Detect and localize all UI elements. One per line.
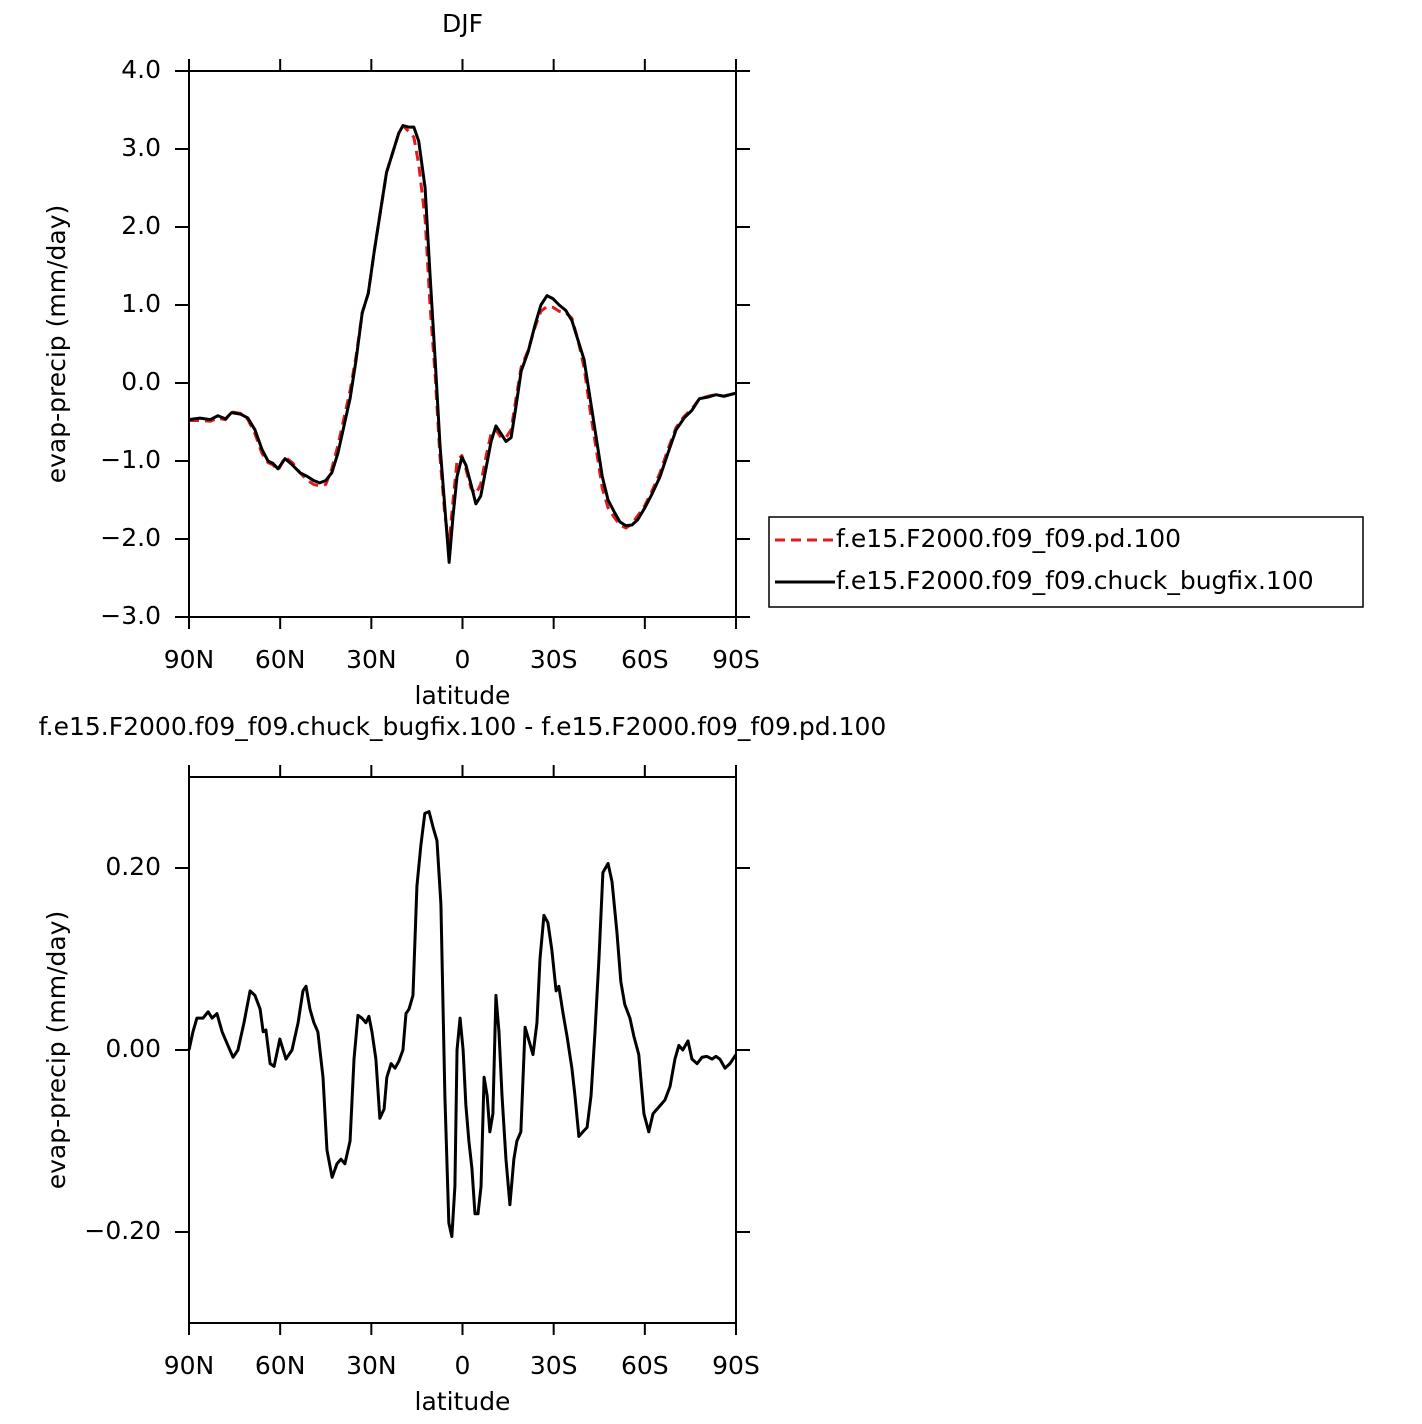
x-axis-label: latitude bbox=[415, 681, 511, 710]
y-tick-label: 0.20 bbox=[105, 852, 161, 881]
chart-title: f.e15.F2000.f09_f09.chuck_bugfix.100 - f… bbox=[39, 712, 887, 741]
x-tick-label: 60S bbox=[621, 645, 669, 674]
y-tick-label: 1.0 bbox=[121, 289, 161, 318]
y-tick-label: 0.0 bbox=[121, 367, 161, 396]
x-tick-label: 90N bbox=[164, 645, 215, 674]
y-tick-label: −2.0 bbox=[100, 523, 161, 552]
chart-title: DJF bbox=[442, 9, 483, 38]
y-axis-label: evap-precip (mm/day) bbox=[42, 911, 71, 1190]
y-tick-label: 0.00 bbox=[105, 1034, 161, 1063]
plot-frame bbox=[188, 776, 737, 1324]
x-tick-label: 30S bbox=[530, 645, 578, 674]
legend-label: f.e15.F2000.f09_f09.chuck_bugfix.100 bbox=[836, 566, 1314, 595]
x-tick-label: 90S bbox=[712, 1351, 760, 1380]
y-tick-label: −1.0 bbox=[100, 445, 161, 474]
x-tick-label: 0 bbox=[455, 1351, 471, 1380]
x-tick-label: 30N bbox=[346, 645, 397, 674]
legend-label: f.e15.F2000.f09_f09.pd.100 bbox=[836, 524, 1181, 553]
y-tick-label: −3.0 bbox=[100, 601, 161, 630]
y-tick-label: −0.20 bbox=[84, 1216, 161, 1245]
x-tick-label: 60N bbox=[255, 645, 306, 674]
x-tick-label: 90S bbox=[712, 645, 760, 674]
x-tick-label: 60S bbox=[621, 1351, 669, 1380]
y-tick-label: 3.0 bbox=[121, 133, 161, 162]
y-tick-label: 4.0 bbox=[121, 55, 161, 84]
y-axis-label: evap-precip (mm/day) bbox=[42, 205, 71, 484]
y-tick-label: 2.0 bbox=[121, 211, 161, 240]
x-tick-label: 60N bbox=[255, 1351, 306, 1380]
legend-box bbox=[768, 516, 1364, 608]
x-tick-label: 0 bbox=[455, 645, 471, 674]
x-tick-label: 90N bbox=[164, 1351, 215, 1380]
data-line bbox=[188, 124, 737, 564]
data-line bbox=[189, 124, 737, 545]
x-tick-label: 30S bbox=[530, 1351, 578, 1380]
x-axis-label: latitude bbox=[415, 1387, 511, 1416]
x-tick-label: 30N bbox=[346, 1351, 397, 1380]
plot-frame bbox=[188, 70, 737, 618]
data-line bbox=[187, 810, 738, 1239]
